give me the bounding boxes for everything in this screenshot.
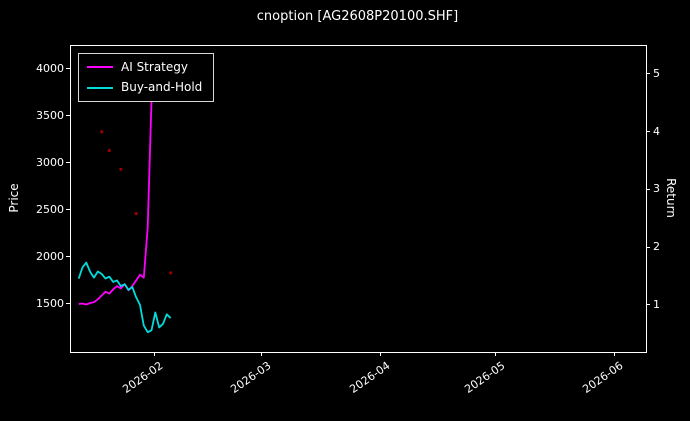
y-tick-mark-right (646, 304, 650, 306)
scatter-dot (100, 130, 104, 134)
legend-label-buy-and-hold: Buy-and-Hold (121, 80, 203, 95)
y-tick-label-left: 2500 (36, 202, 64, 216)
legend: AI Strategy Buy-and-Hold (78, 53, 215, 102)
x-tick-mark (495, 352, 496, 356)
x-tick-mark (153, 352, 155, 356)
scatter-dot (169, 271, 173, 275)
x-tick-label: 2026-02 (120, 359, 166, 397)
y-tick-mark-right (646, 131, 650, 133)
y-tick-mark-left (66, 256, 70, 258)
y-tick-label-right: 2 (653, 240, 660, 254)
y-tick-mark-right (646, 246, 650, 248)
x-tick-label: 2026-05 (461, 359, 507, 397)
legend-line-sample-ai-strategy (87, 66, 113, 69)
y-tick-label-left: 3000 (36, 155, 64, 169)
plot-area: AI Strategy Buy-and-Hold (70, 45, 647, 353)
y-tick-mark-right (646, 188, 650, 190)
x-tick-label: 2026-04 (346, 359, 392, 397)
x-tick-mark (613, 352, 615, 356)
legend-label-ai-strategy: AI Strategy (121, 60, 188, 74)
x-tick-mark (380, 352, 381, 356)
y-tick-mark-right (646, 73, 650, 75)
scatter-dot (134, 212, 138, 216)
y-tick-label-left: 3500 (36, 108, 64, 122)
y-tick-mark-left (66, 209, 70, 211)
y-tick-mark-left (66, 68, 70, 70)
y-tick-mark-left (66, 303, 70, 305)
y-tick-label-right: 4 (653, 124, 660, 138)
plot-canvas (77, 100, 173, 334)
x-tick-label: 2026-03 (228, 359, 274, 397)
y-tick-label-right: 5 (653, 66, 660, 80)
legend-item-ai-strategy: AI Strategy (87, 60, 202, 74)
y-tick-label-right: 1 (653, 297, 660, 311)
y-axis-label-price: Price (7, 183, 21, 213)
legend-line-sample-buy-and-hold (87, 86, 113, 89)
scatter-dot (119, 167, 123, 171)
y-tick-label-left: 1500 (36, 296, 64, 310)
y-tick-label-right: 3 (653, 182, 660, 196)
y-axis-label-return: Return (664, 178, 678, 218)
y-tick-label-left: 2000 (36, 249, 64, 263)
chart-title: cnoption [AG2608P20100.SHF] (256, 9, 459, 24)
y-tick-label-left: 4000 (36, 61, 64, 75)
scatter-dot (107, 148, 111, 153)
y-tick-mark-left (66, 115, 70, 117)
x-tick-label: 2026-06 (580, 359, 626, 397)
y-tick-mark-left (66, 162, 70, 164)
legend-item-buy-and-hold: Buy-and-Hold (87, 80, 202, 94)
series-line-ai-strategy (78, 100, 153, 306)
series-line-buy-and-hold (77, 261, 172, 334)
x-tick-mark (261, 352, 263, 356)
